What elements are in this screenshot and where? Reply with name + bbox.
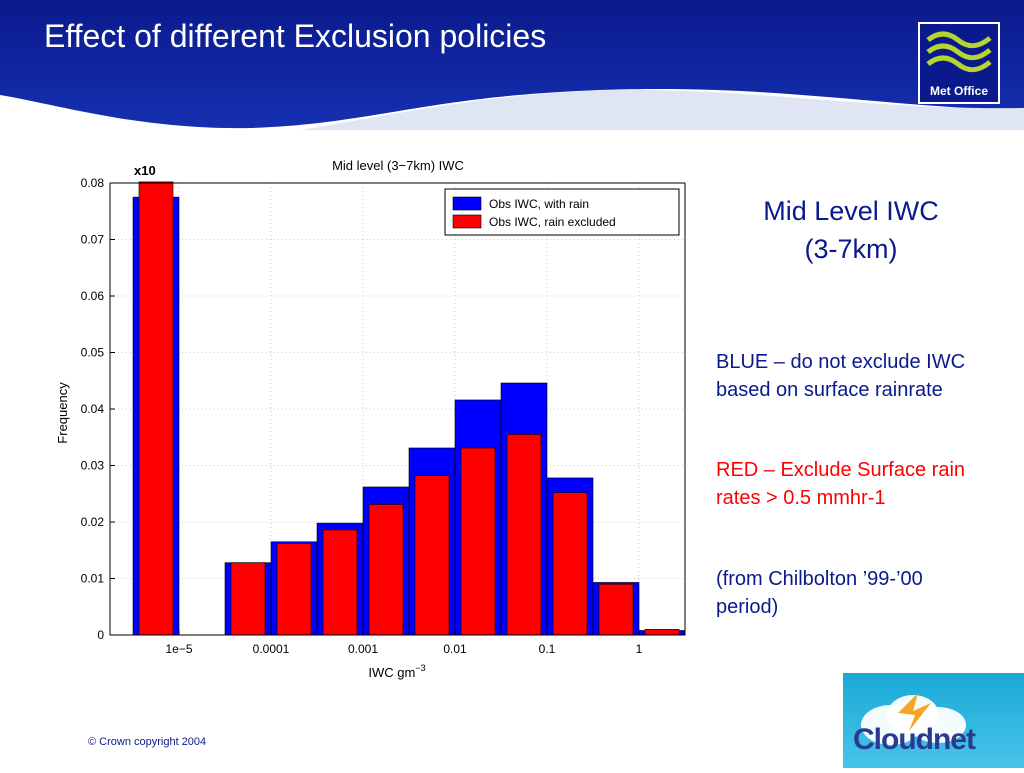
- met-office-logo: Met Office: [918, 22, 1000, 104]
- x-tick-label: 0.0001: [253, 642, 290, 656]
- cloud-icon: [861, 693, 966, 745]
- bar-rain-excluded: [230, 562, 266, 636]
- blue-explanation: BLUE – do not exclude IWC based on surfa…: [716, 351, 966, 401]
- y-tick-label: 0.01: [81, 572, 105, 586]
- side-heading-line1: Mid Level IWC: [763, 196, 939, 226]
- bar-chart: Mid level (3−7km) IWC x10 Frequency IWC …: [55, 158, 686, 680]
- bar-rain-excluded: [552, 492, 588, 636]
- bar-rain-excluded: [598, 583, 634, 636]
- cloudnet-logo: Cloudnet: [843, 673, 1024, 768]
- multiplier-label: x10: [134, 163, 156, 178]
- y-tick-label: 0.05: [81, 346, 105, 360]
- chart-title: Mid level (3−7km) IWC: [332, 158, 464, 173]
- bar-rain-excluded: [506, 434, 542, 636]
- bar-rain-excluded: [276, 543, 312, 636]
- cloudnet-wordmark: Cloudnet: [853, 723, 976, 756]
- bar-rain-excluded: [460, 447, 496, 636]
- copyright-notice: © Crown copyright 2004: [88, 736, 207, 748]
- x-tick-label: 1e−5: [165, 642, 192, 656]
- y-tick-label: 0.04: [81, 402, 105, 416]
- bar-rain-excluded: [322, 529, 358, 636]
- y-tick-label: 0.06: [81, 289, 105, 303]
- y-axis-label: Frequency: [55, 382, 70, 444]
- side-heading-line2: (3-7km): [804, 234, 898, 264]
- x-axis-label: IWC gm−3: [368, 663, 425, 680]
- y-tick-label: 0: [97, 628, 104, 642]
- y-tick-label: 0.07: [81, 233, 105, 247]
- legend-label: Obs IWC, with rain: [489, 197, 589, 211]
- x-tick-label: 0.01: [443, 642, 467, 656]
- bar-rain-excluded: [644, 629, 680, 636]
- x-tick-label: 0.001: [348, 642, 378, 656]
- side-heading: Mid Level IWC (3-7km): [716, 192, 986, 268]
- x-tick-label: 1: [636, 642, 643, 656]
- legend-swatch: [452, 196, 482, 211]
- legend-box: [444, 188, 680, 236]
- red-explanation: RED – Exclude Surface rain rates > 0.5 m…: [716, 459, 966, 509]
- y-tick-label: 0.08: [81, 176, 105, 190]
- header-banner: Effect of different Exclusion policies M…: [0, 0, 1024, 130]
- y-tick-label: 0.02: [81, 515, 105, 529]
- bar-rain-excluded: [414, 475, 450, 636]
- x-tick-label: 0.1: [539, 642, 556, 656]
- header-wave-background: [0, 0, 1024, 130]
- legend-swatch: [452, 214, 482, 229]
- wave-logo-icon: [926, 31, 992, 73]
- legend-label: Obs IWC, rain excluded: [489, 215, 616, 229]
- plot-frame: [109, 182, 686, 636]
- y-tick-label: 0.03: [81, 459, 105, 473]
- bar-rain-excluded: [138, 181, 174, 636]
- logo-label: Met Office: [929, 84, 988, 98]
- page-title: Effect of different Exclusion policies: [44, 18, 547, 54]
- bar-rain-excluded: [368, 504, 404, 636]
- source-note: (from Chilbolton ’99-’00 period): [716, 568, 923, 618]
